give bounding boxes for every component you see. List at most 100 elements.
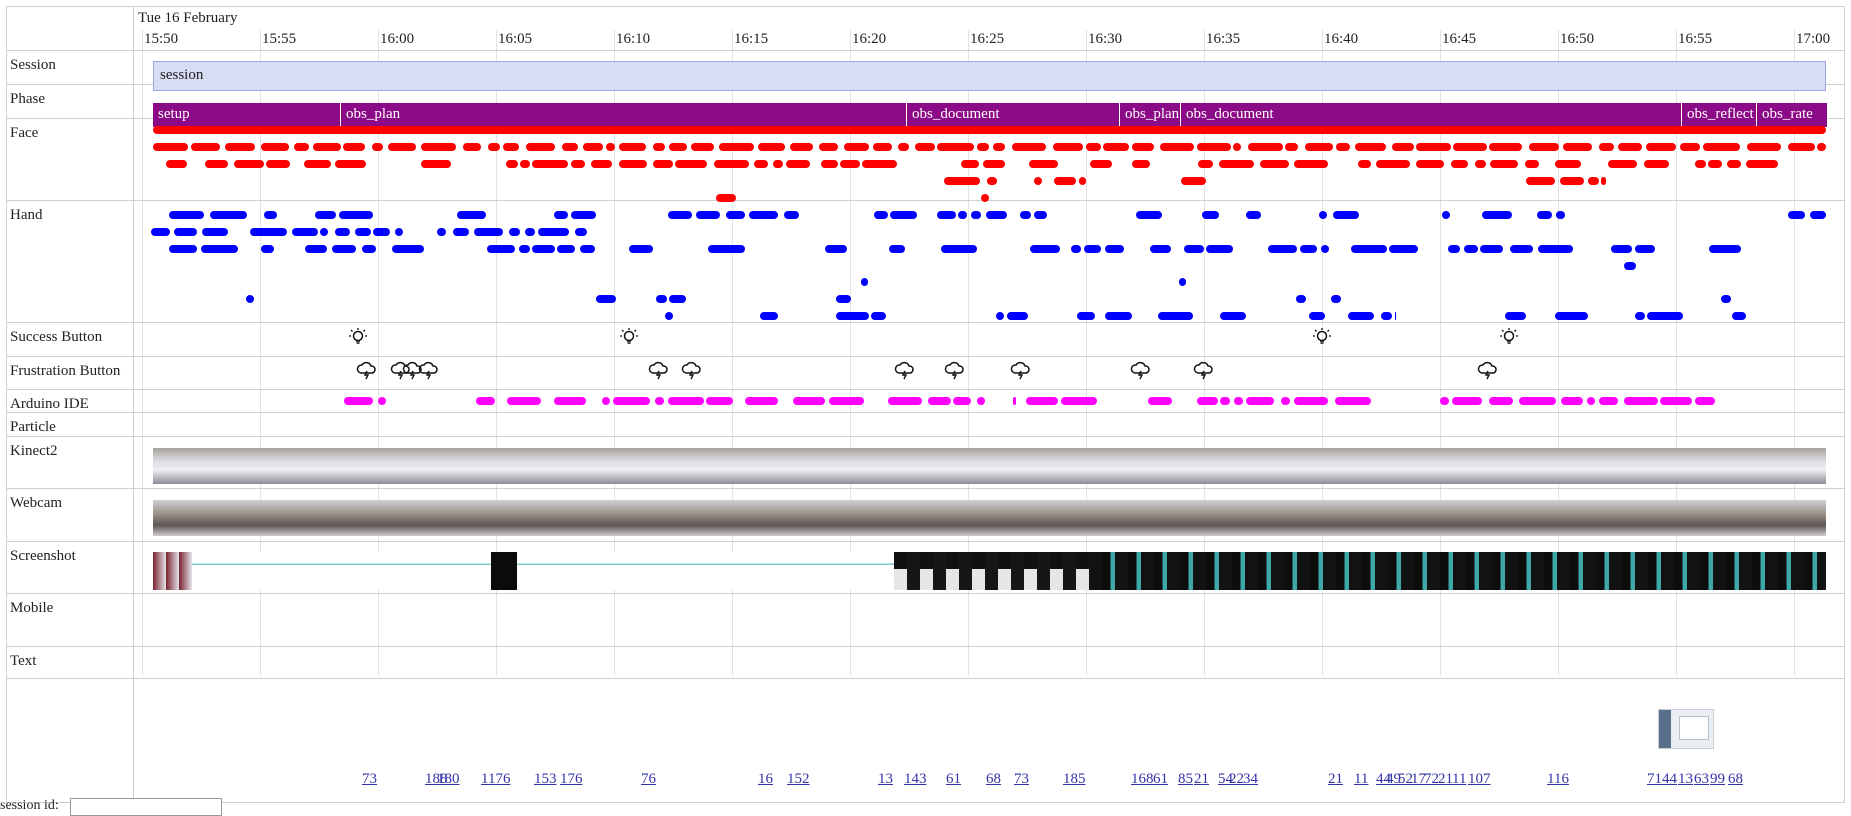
webcam-frame-thumbnail[interactable]: [1392, 500, 1413, 536]
kinect2-frame-thumbnail[interactable]: [742, 448, 761, 484]
face-detection-span[interactable]: [653, 143, 665, 151]
webcam-frame-thumbnail[interactable]: [846, 500, 867, 536]
webcam-frame-thumbnail[interactable]: [888, 500, 909, 536]
webcam-frame-thumbnail[interactable]: [1602, 500, 1623, 536]
face-detection-span[interactable]: [961, 160, 979, 168]
face-detection-span[interactable]: [844, 143, 869, 151]
hand-detection-span[interactable]: [1268, 245, 1297, 253]
hand-detection-span[interactable]: [1348, 312, 1374, 320]
face-detection-span[interactable]: [840, 160, 860, 168]
kinect2-frame-thumbnail[interactable]: [1730, 448, 1749, 484]
hand-detection-span[interactable]: [889, 245, 905, 253]
screenshot-thumbnail[interactable]: [1349, 552, 1362, 590]
face-detection-span[interactable]: [1181, 177, 1206, 185]
kinect2-frame-thumbnail[interactable]: [1122, 448, 1141, 484]
face-detection-span[interactable]: [981, 194, 989, 202]
face-detection-span[interactable]: [619, 160, 647, 168]
arduino-activity-span[interactable]: [476, 397, 495, 405]
kinect2-frame-thumbnail[interactable]: [1027, 448, 1046, 484]
hand-detection-span[interactable]: [996, 312, 1004, 320]
face-detection-span[interactable]: [1336, 143, 1350, 151]
screenshot-thumbnail[interactable]: [1583, 552, 1596, 590]
kinect2-frame-thumbnail[interactable]: [932, 448, 951, 484]
face-detection-span[interactable]: [1644, 160, 1669, 168]
face-detection-span[interactable]: [1079, 177, 1086, 185]
webcam-frame-thumbnail[interactable]: [1581, 500, 1602, 536]
text-entry-link[interactable]: 11: [1452, 771, 1467, 787]
face-detection-span[interactable]: [1355, 143, 1386, 151]
screenshot-thumbnail[interactable]: [647, 552, 660, 590]
screenshot-thumbnail[interactable]: [1648, 552, 1661, 590]
screenshot-thumbnail[interactable]: [998, 552, 1011, 590]
hand-detection-span[interactable]: [1510, 245, 1533, 253]
kinect2-frame-thumbnail[interactable]: [1559, 448, 1578, 484]
webcam-frame-thumbnail[interactable]: [1161, 500, 1182, 536]
text-entry-link[interactable]: 21: [1438, 771, 1453, 787]
kinect2-frame-thumbnail[interactable]: [1217, 448, 1236, 484]
kinect2-frame-thumbnail[interactable]: [590, 448, 609, 484]
screenshot-thumbnail[interactable]: [1765, 552, 1778, 590]
screenshot-thumbnail[interactable]: [595, 552, 608, 590]
arduino-activity-span[interactable]: [745, 397, 778, 405]
kinect2-frame-thumbnail[interactable]: [1236, 448, 1255, 484]
hand-detection-span[interactable]: [532, 245, 555, 253]
face-detection-span[interactable]: [1680, 143, 1700, 151]
arduino-activity-span[interactable]: [1599, 397, 1618, 405]
hand-detection-span[interactable]: [861, 278, 868, 286]
kinect2-frame-thumbnail[interactable]: [1521, 448, 1540, 484]
face-detection-span[interactable]: [719, 143, 754, 151]
face-detection-span[interactable]: [1285, 143, 1298, 151]
screenshot-thumbnail[interactable]: [1115, 552, 1128, 590]
hand-detection-span[interactable]: [437, 228, 446, 236]
webcam-frame-thumbnail[interactable]: [1686, 500, 1707, 536]
face-detection-span[interactable]: [1054, 177, 1076, 185]
hand-detection-span[interactable]: [1721, 295, 1731, 303]
screenshot-thumbnail[interactable]: [1375, 552, 1388, 590]
storm-cloud-icon[interactable]: [390, 361, 412, 381]
phase-segment[interactable]: obs_rate: [1757, 103, 1828, 127]
hand-detection-span[interactable]: [629, 245, 653, 253]
kinect2-frame-thumbnail[interactable]: [381, 448, 400, 484]
face-detection-span[interactable]: [1029, 160, 1058, 168]
arduino-activity-span[interactable]: [507, 397, 541, 405]
webcam-frame-thumbnail[interactable]: [1728, 500, 1749, 536]
face-detection-span[interactable]: [819, 143, 838, 151]
kinect2-frame-thumbnail[interactable]: [552, 448, 571, 484]
arduino-activity-span[interactable]: [1624, 397, 1658, 405]
face-detection-span[interactable]: [1490, 160, 1518, 168]
hand-detection-span[interactable]: [760, 312, 778, 320]
kinect2-frame-thumbnail[interactable]: [495, 448, 514, 484]
screenshot-thumbnail[interactable]: [1635, 552, 1648, 590]
arduino-activity-span[interactable]: [1519, 397, 1556, 405]
kinect2-frame-thumbnail[interactable]: [1825, 448, 1826, 484]
face-detection-span[interactable]: [1555, 160, 1581, 168]
kinect2-frame-thumbnail[interactable]: [1654, 448, 1673, 484]
face-detection-span[interactable]: [1053, 143, 1083, 151]
face-detection-span[interactable]: [983, 160, 1005, 168]
hand-detection-span[interactable]: [1105, 312, 1132, 320]
screenshot-thumbnail[interactable]: [1297, 552, 1310, 590]
screenshot-thumbnail[interactable]: [1752, 552, 1765, 590]
kinect2-frame-thumbnail[interactable]: [1065, 448, 1084, 484]
face-detection-span[interactable]: [266, 160, 290, 168]
face-detection-span[interactable]: [1608, 160, 1637, 168]
arduino-activity-span[interactable]: [977, 397, 985, 405]
screenshot-thumbnail[interactable]: [1791, 552, 1804, 590]
webcam-frame-thumbnail[interactable]: [489, 500, 510, 536]
hand-detection-span[interactable]: [1136, 211, 1162, 219]
webcam-frame-thumbnail[interactable]: [573, 500, 594, 536]
screenshot-thumbnail[interactable]: [1024, 552, 1037, 590]
kinect2-frame-thumbnail[interactable]: [1502, 448, 1521, 484]
screenshot-thumbnail[interactable]: [1687, 552, 1700, 590]
screenshot-thumbnail[interactable]: [803, 552, 816, 590]
face-detection-span[interactable]: [421, 160, 451, 168]
face-detection-span[interactable]: [166, 160, 187, 168]
kinect2-frame-thumbnail[interactable]: [1673, 448, 1692, 484]
face-detection-span[interactable]: [786, 160, 810, 168]
arduino-activity-span[interactable]: [1148, 397, 1172, 405]
webcam-frame-thumbnail[interactable]: [909, 500, 930, 536]
webcam-frame-thumbnail[interactable]: [510, 500, 531, 536]
screenshot-thumbnail[interactable]: [244, 552, 257, 590]
hand-detection-span[interactable]: [339, 211, 373, 219]
screenshot-thumbnail[interactable]: [1726, 552, 1739, 590]
